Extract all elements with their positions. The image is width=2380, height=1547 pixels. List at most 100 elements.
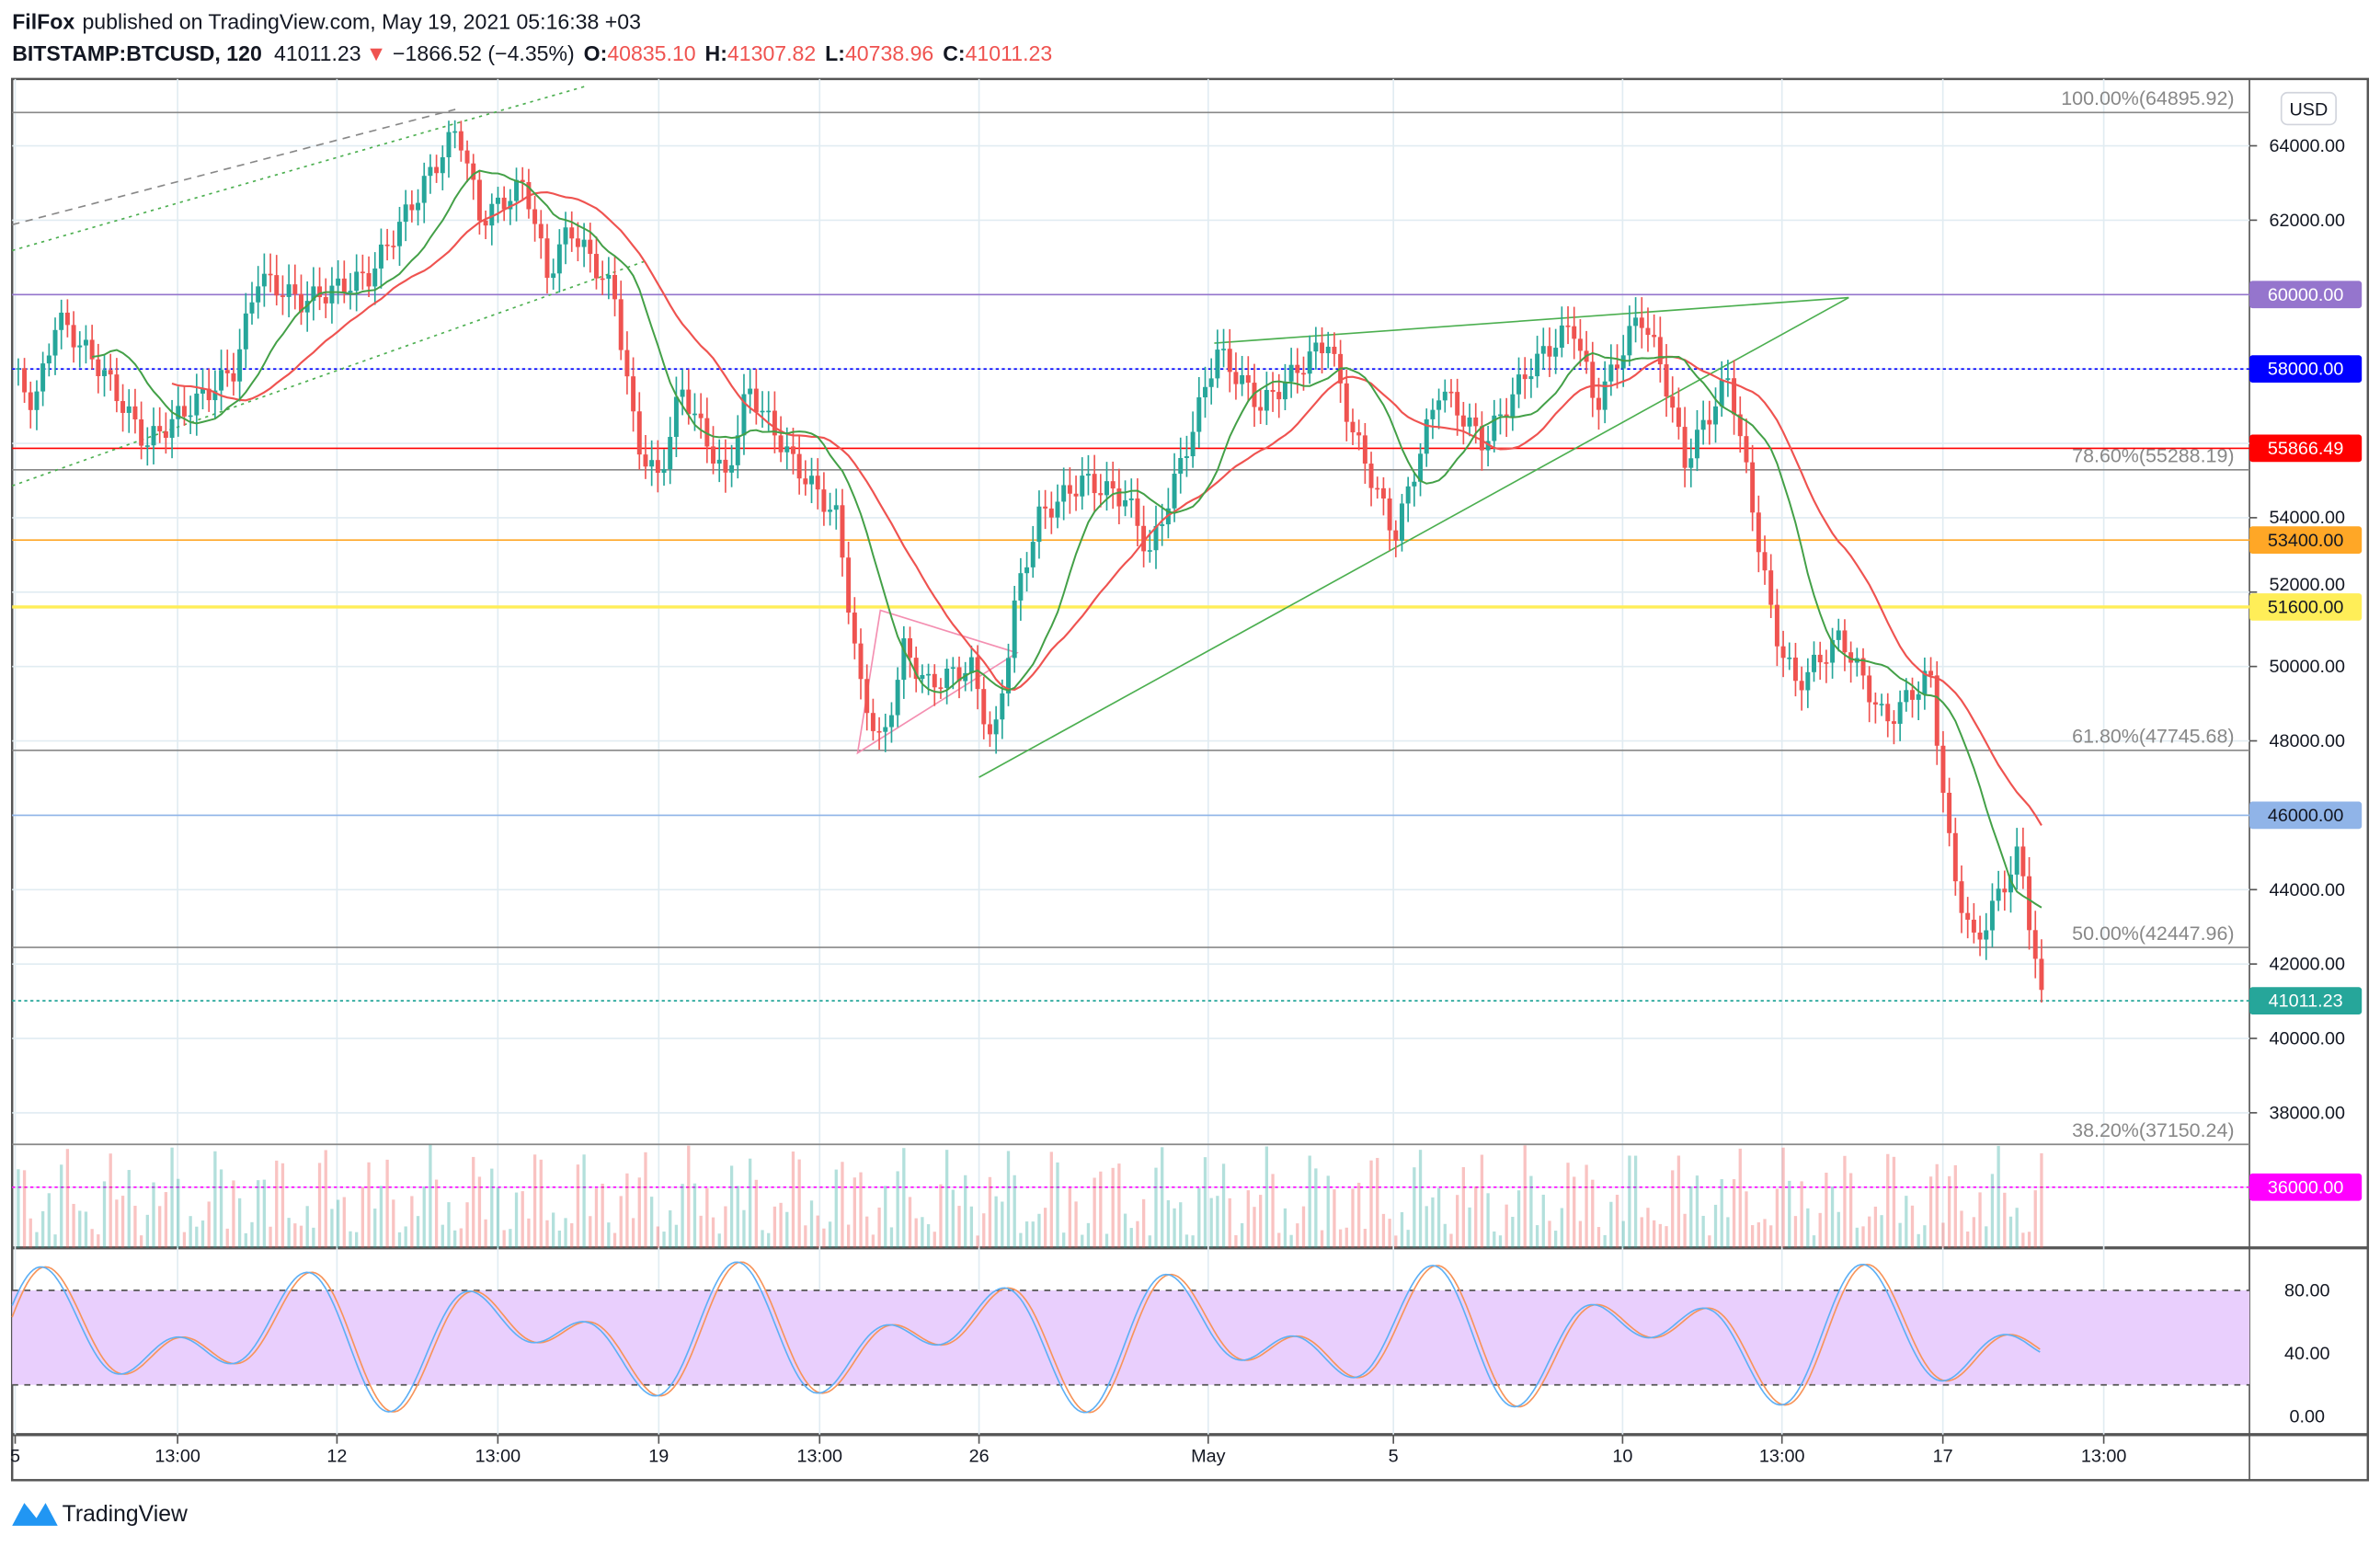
candle (544, 238, 550, 279)
volume-bar (994, 1196, 998, 1248)
candle (760, 410, 765, 413)
volume-bar (1633, 1155, 1638, 1248)
volume-bar (1953, 1164, 1957, 1248)
candle (1203, 386, 1207, 398)
volume-bar (1320, 1230, 1324, 1248)
candle (1405, 486, 1411, 504)
candle (1725, 378, 1731, 381)
volume-bar (976, 1235, 979, 1248)
volume-bar (152, 1182, 155, 1248)
tradingview-logo[interactable]: TradingView (12, 1502, 188, 1527)
grid (10, 77, 2370, 1482)
candle (1073, 493, 1079, 497)
usd-button-label[interactable]: USD (2290, 100, 2329, 120)
price-tick-label: 52000.00 (2269, 575, 2345, 595)
volume-bar (1173, 1208, 1176, 1248)
volume-bar (607, 1222, 611, 1248)
volume-bar (822, 1228, 826, 1248)
volume-bar (1456, 1195, 1459, 1248)
candle (1110, 481, 1116, 489)
volume-bar (1756, 1222, 1760, 1248)
candle (1732, 378, 1737, 415)
candle (224, 370, 230, 373)
candle (852, 613, 857, 644)
volume-bar (656, 1226, 659, 1248)
volume-bar (982, 1213, 986, 1248)
candle (1215, 350, 1220, 379)
volume-bar (754, 1179, 758, 1248)
candle (1116, 488, 1122, 507)
candle (151, 426, 156, 446)
stochastic-rsi-pane[interactable] (11, 1261, 2250, 1414)
candle (1221, 349, 1227, 350)
volume-bar (1240, 1222, 1244, 1248)
candle (391, 246, 396, 247)
moving-average-green (92, 169, 2042, 909)
volume-bar (1701, 1215, 1705, 1248)
fib-retracement[interactable]: 100.00%(64895.92)78.60%(55288.19)61.80%(… (12, 87, 2250, 1146)
candle (1528, 376, 1534, 380)
volume-bar (1062, 1232, 1066, 1248)
volume-bar (1818, 1212, 1822, 1248)
volume-bar (1843, 1155, 1847, 1248)
tradingview-logo-text[interactable]: TradingView (63, 1502, 188, 1527)
symbol: BITSTAMP:BTCUSD, 120 (12, 41, 262, 65)
candle (64, 312, 70, 326)
volume-bar (933, 1232, 936, 1248)
fib-label: 61.80%(47745.68) (2072, 726, 2234, 748)
stoch-tick-label: 80.00 (2284, 1281, 2330, 1301)
volume-bar (1259, 1195, 1263, 1248)
candle (895, 680, 900, 716)
candle (1264, 389, 1269, 411)
candle (1842, 630, 1848, 653)
volume-bar (785, 1211, 789, 1248)
candle (1504, 414, 1509, 418)
volume-bar (2027, 1232, 2031, 1248)
candle (1535, 353, 1540, 377)
candle (1227, 349, 1232, 372)
candle (692, 413, 697, 416)
volume-bar (422, 1186, 426, 1248)
usd-button[interactable]: USD (2280, 91, 2337, 126)
volume-bar (988, 1176, 992, 1248)
trend-lines[interactable] (11, 86, 1849, 778)
candle (1670, 396, 1676, 408)
volume-bar (1357, 1182, 1361, 1248)
candle (102, 370, 107, 376)
volume-bar (1812, 1235, 1816, 1248)
volume-bar (742, 1209, 746, 1248)
volume-bar (841, 1162, 844, 1248)
candle (1934, 675, 1939, 746)
volume-bar (1966, 1232, 1970, 1248)
price-axis[interactable]: 64000.00 62000.00 54000.00 52000.00 50000.00… (2249, 136, 2363, 1427)
candle (748, 388, 753, 395)
volume-bar (809, 1200, 814, 1248)
candle (901, 638, 907, 681)
volume-bar (195, 1226, 199, 1248)
candle (200, 388, 205, 394)
time-axis[interactable]: 5 13:00 12 13:00 19 13:00 26 May 5 10 13:00 17 13:00 (10, 1434, 2126, 1467)
author[interactable]: FilFox (12, 9, 74, 33)
volume-bar (969, 1206, 974, 1248)
volume-bar (767, 1232, 771, 1248)
candle (796, 453, 802, 479)
candle (1872, 702, 1878, 705)
candle (188, 415, 193, 418)
candle (501, 197, 507, 210)
volume-bar (1123, 1213, 1127, 1248)
volume-bar (1997, 1145, 2000, 1248)
volume-bar (219, 1169, 223, 1248)
volume-bar (637, 1177, 641, 1248)
volume-bar (1493, 1231, 1496, 1248)
volume-bar (1793, 1216, 1798, 1248)
candle (1891, 721, 1896, 724)
volume-bar (1516, 1190, 1521, 1248)
candle (698, 413, 704, 418)
open-value: 40835.10 (607, 41, 695, 65)
candle (950, 667, 955, 670)
volume-bar (330, 1209, 334, 1248)
volume-bar (944, 1150, 949, 1248)
stoch-k-line (11, 1261, 2041, 1414)
fib-label: 50.00%(42447.96) (2072, 922, 2234, 945)
